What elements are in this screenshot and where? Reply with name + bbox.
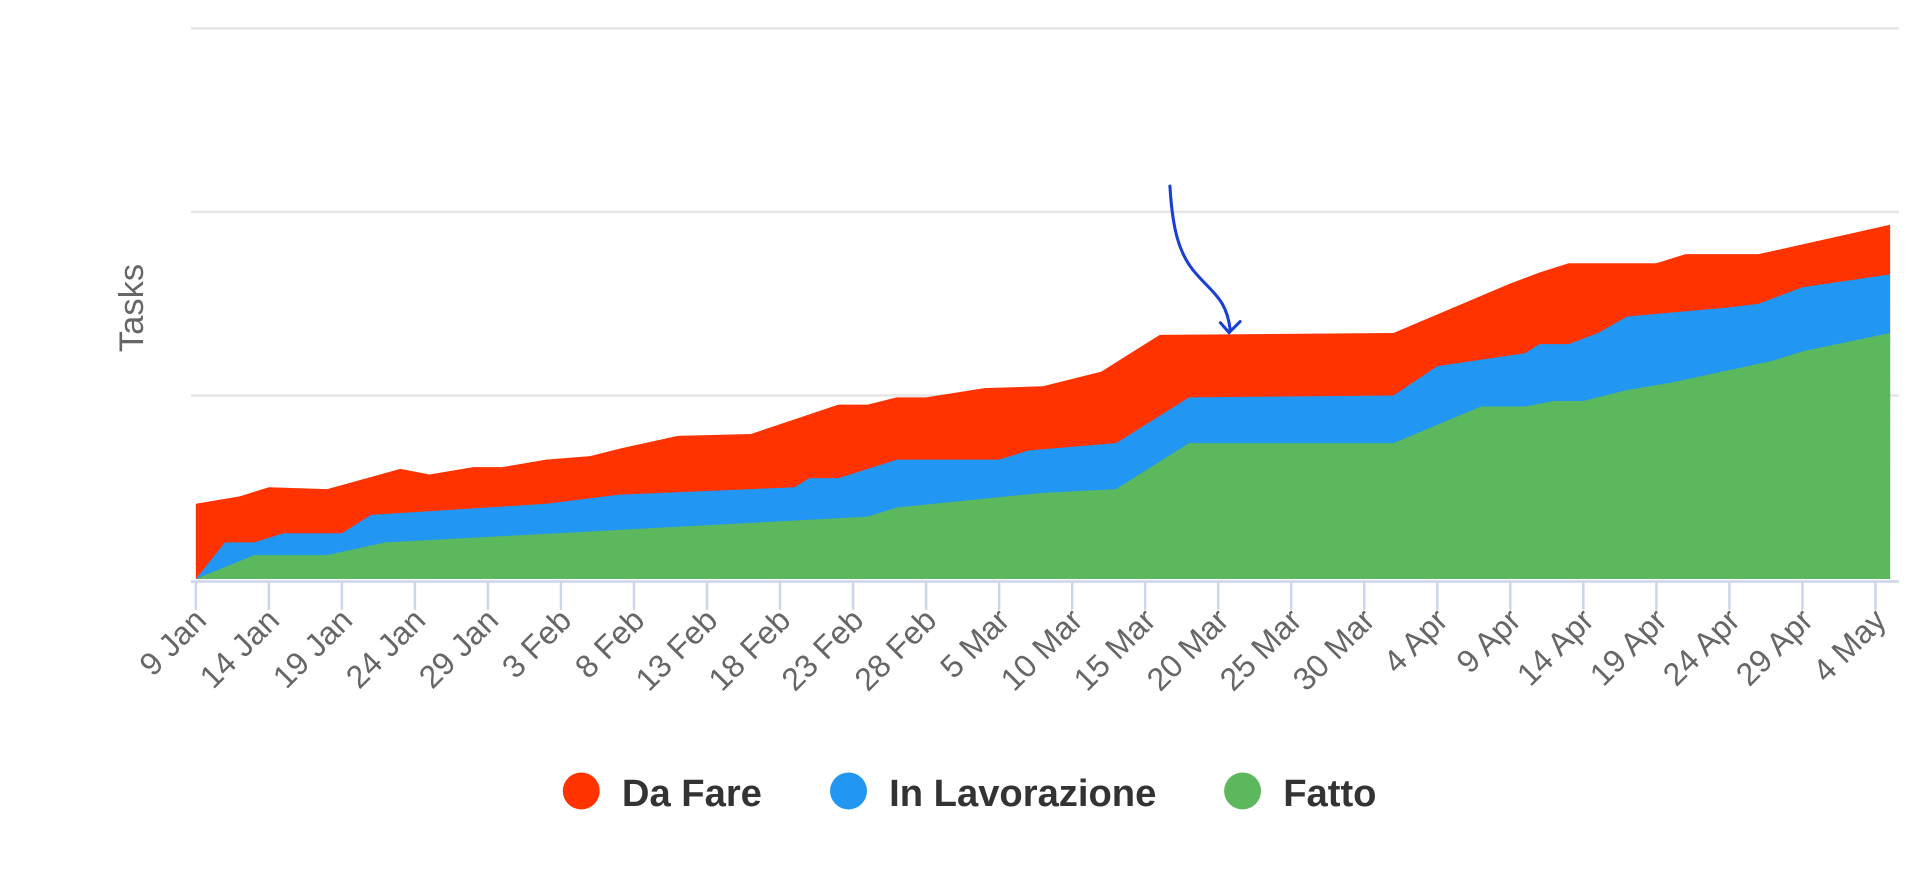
legend: Da Fare In Lavorazione Fatto	[562, 772, 1377, 815]
x-tick-label: 25 Mar	[1213, 601, 1309, 697]
x-tick-label: 14 Jan	[193, 602, 286, 695]
legend-label: Fatto	[1283, 772, 1376, 815]
x-tick-label: 19 Jan	[266, 602, 359, 695]
x-tick-label: 23 Feb	[774, 602, 870, 698]
x-tick-label: 4 Apr	[1376, 601, 1455, 680]
legend-marker	[562, 772, 600, 810]
area-fatto[interactable]	[195, 333, 1891, 580]
x-tick-label: 10 Mar	[994, 601, 1090, 697]
legend-marker	[1224, 772, 1262, 810]
x-tick-label: 29 Apr	[1729, 601, 1820, 692]
x-tick-label: 3 Feb	[495, 602, 578, 685]
x-tick-label: 4 May	[1806, 602, 1893, 689]
x-tick-label: 28 Feb	[847, 602, 943, 698]
legend-item-da-fare[interactable]: Da Fare	[562, 772, 762, 815]
y-axis-title: Tasks	[113, 264, 151, 352]
x-tick-label: 13 Feb	[628, 602, 724, 698]
x-tick-label: 29 Jan	[412, 602, 505, 695]
arrow-shaft	[1168, 184, 1232, 332]
x-tick-label: 18 Feb	[701, 602, 797, 698]
legend-item-in-lavorazione[interactable]: In Lavorazione	[830, 772, 1156, 815]
x-tick-label: 30 Mar	[1286, 601, 1382, 697]
legend-marker	[830, 772, 867, 810]
x-tick-label: 14 Apr	[1510, 601, 1601, 692]
x-tick-label: 24 Jan	[339, 602, 432, 695]
x-tick-label: 15 Mar	[1067, 601, 1163, 697]
legend-item-fatto[interactable]: Fatto	[1224, 772, 1377, 815]
legend-label: In Lavorazione	[889, 772, 1156, 815]
x-tick-label: 20 Mar	[1140, 601, 1236, 697]
series-areas	[195, 224, 1891, 580]
arrow-head	[1218, 320, 1242, 335]
annotation-arrow	[1168, 184, 1242, 335]
x-tick-label: 24 Apr	[1656, 601, 1747, 692]
x-tick-label: 19 Apr	[1583, 601, 1674, 692]
legend-label: Da Fare	[622, 772, 762, 815]
